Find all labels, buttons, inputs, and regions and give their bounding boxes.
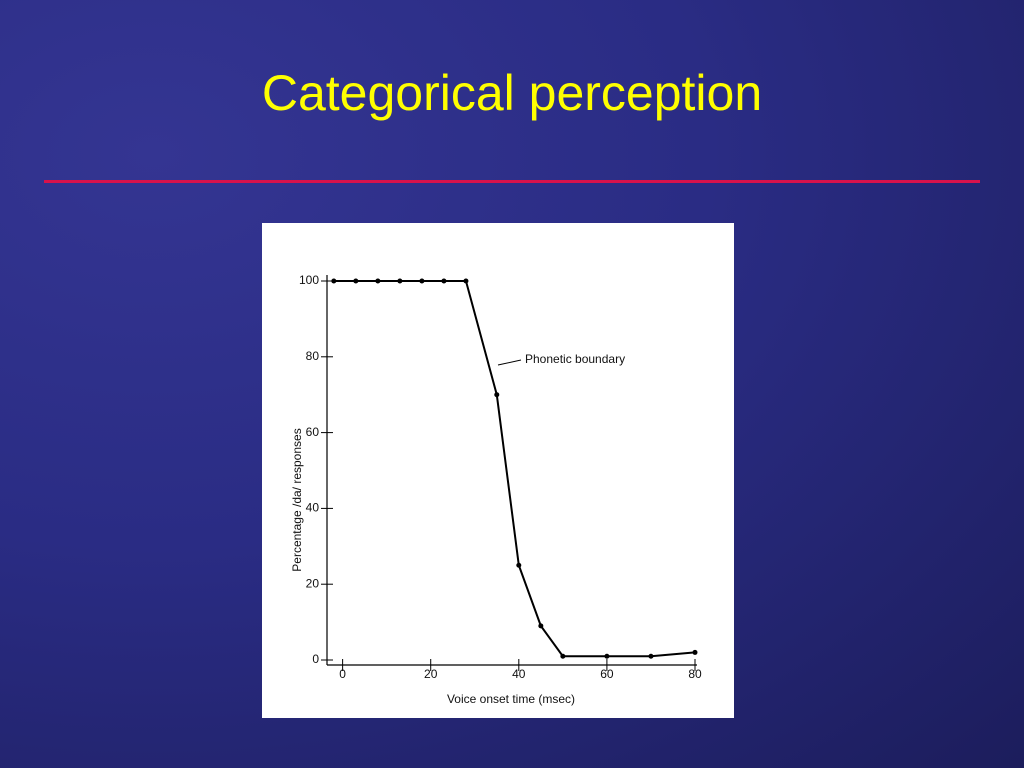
y-tick-label: 80 [306, 349, 320, 363]
slide-title: Categorical perception [261, 65, 763, 121]
data-line [333, 280, 696, 658]
y-axis-label: Percentage /da/ responses [290, 428, 304, 571]
x-tick-label: 60 [600, 667, 614, 681]
annotation: Phonetic boundary [525, 352, 625, 366]
x-tick-label: 0 [339, 667, 346, 681]
data-point [441, 278, 447, 284]
data-point [648, 653, 654, 659]
y-tick-label: 0 [312, 652, 319, 666]
data-point [397, 278, 403, 284]
data-point [604, 653, 610, 659]
y-tick-label: 20 [306, 576, 320, 590]
x-axis-label: Voice onset time (msec) [447, 692, 575, 706]
data-point [331, 278, 337, 284]
y-tick-label: 40 [306, 501, 320, 515]
divider [44, 180, 980, 183]
annotation-leader [497, 359, 522, 366]
y-tick-label: 60 [306, 425, 320, 439]
data-point [375, 278, 381, 284]
data-point [494, 392, 500, 398]
data-point [463, 278, 469, 284]
data-point [560, 653, 566, 659]
data-point [353, 278, 359, 284]
x-tick-label: 80 [688, 667, 702, 681]
x-tick-label: 40 [512, 667, 526, 681]
chart-background [262, 223, 734, 718]
data-point [538, 623, 544, 629]
y-tick-label: 100 [299, 273, 319, 287]
data-point [419, 278, 425, 284]
data-point [692, 649, 698, 655]
x-tick-label: 20 [424, 667, 438, 681]
data-point [516, 562, 522, 568]
